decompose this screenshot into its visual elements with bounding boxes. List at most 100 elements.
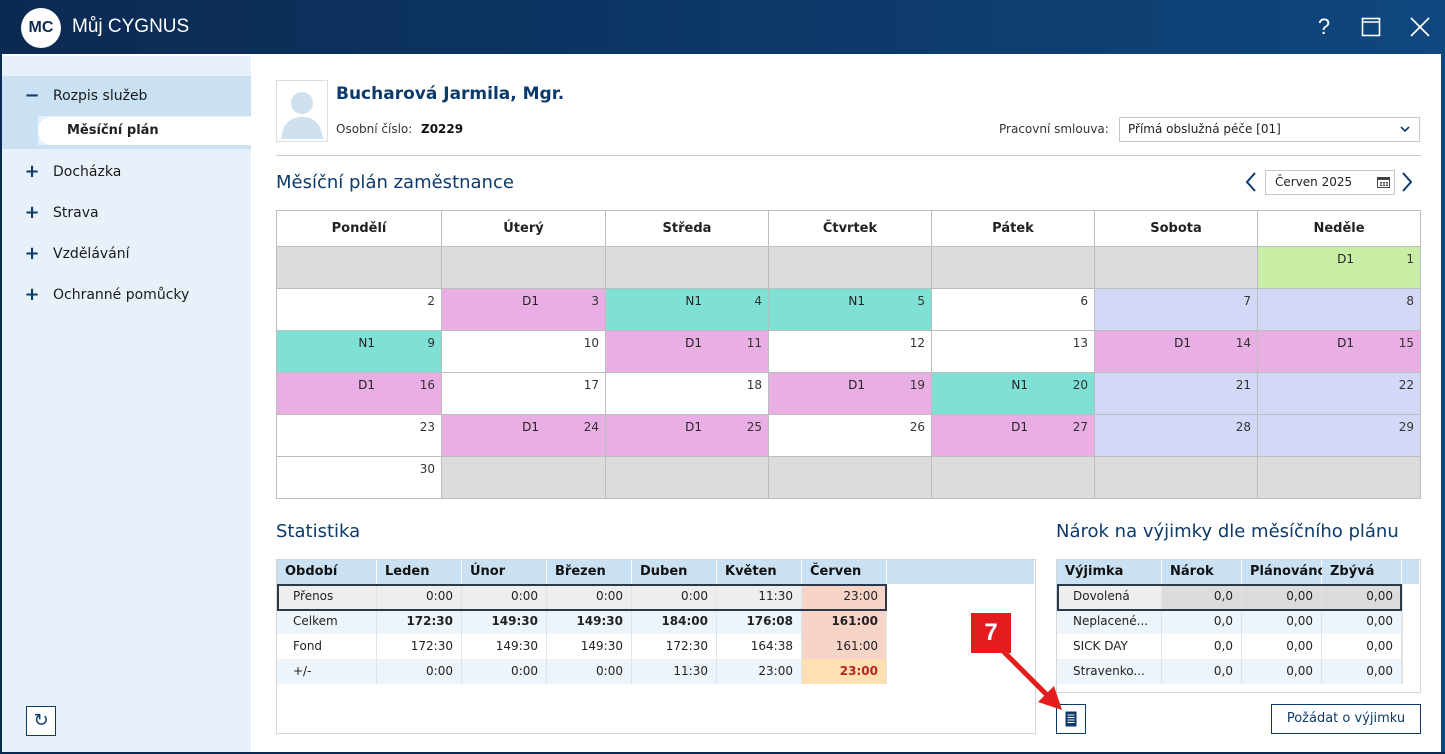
calendar-day-cell[interactable]: 13 — [932, 331, 1095, 373]
exception-cell[interactable]: 0,00 — [1242, 634, 1322, 659]
exception-cell[interactable]: 0,00 — [1242, 659, 1322, 684]
stat-cell[interactable]: 0:00 — [632, 584, 717, 609]
sidebar-subitem-mesicni-plan[interactable]: Měsíční plán — [38, 117, 251, 145]
exception-column-header[interactable]: Výjimka — [1057, 560, 1162, 584]
stat-cell[interactable]: 0:00 — [547, 659, 632, 684]
stat-cell[interactable]: 0:00 — [462, 584, 547, 609]
calendar-day-cell[interactable]: 8 — [1258, 289, 1420, 331]
exception-row-label[interactable]: Neplacené... — [1057, 609, 1162, 634]
calendar-day-cell[interactable]: D1 24 — [442, 415, 606, 457]
stat-cell[interactable]: 172:30 — [377, 609, 462, 634]
stat-cell[interactable]: 149:30 — [547, 634, 632, 659]
exception-cell[interactable]: 0,00 — [1322, 659, 1402, 684]
exception-cell[interactable]: 0,00 — [1242, 584, 1322, 609]
stat-column-header[interactable]: Březen — [547, 560, 632, 584]
stat-cell[interactable]: 23:00 — [802, 659, 887, 684]
stat-row-label[interactable]: Přenos — [277, 584, 377, 609]
exception-column-header[interactable]: Zbývá — [1322, 560, 1402, 584]
calendar-day-cell[interactable]: 12 — [769, 331, 932, 373]
stat-row-label[interactable]: +/- — [277, 659, 377, 684]
exception-cell[interactable]: 0,0 — [1162, 634, 1242, 659]
calendar-day-cell[interactable]: D1 14 — [1095, 331, 1258, 373]
request-exception-button[interactable]: Požádat o výjimku — [1271, 704, 1421, 734]
exception-column-header[interactable]: Plánováno — [1242, 560, 1326, 584]
calendar-day-cell[interactable]: N1 5 — [769, 289, 932, 331]
stat-column-header[interactable]: Červen — [802, 560, 887, 584]
stat-cell[interactable]: 0:00 — [377, 584, 462, 609]
stat-cell[interactable]: 23:00 — [802, 584, 887, 609]
exception-cell[interactable]: 0,0 — [1162, 659, 1242, 684]
contract-select[interactable]: Přímá obslužná péče [01] — [1119, 117, 1420, 142]
stat-cell[interactable]: 172:30 — [632, 634, 717, 659]
calendar-day-cell[interactable]: 2 — [277, 289, 442, 331]
calendar-day-cell[interactable]: D1 1 — [1258, 247, 1420, 289]
stat-column-header[interactable]: Únor — [462, 560, 547, 584]
prev-month-button[interactable] — [1243, 170, 1259, 194]
stat-row-label[interactable]: Fond — [277, 634, 377, 659]
stat-column-header[interactable]: Květen — [717, 560, 802, 584]
calendar-day-cell[interactable]: N1 4 — [606, 289, 769, 331]
month-picker[interactable]: Červen 2025 — [1265, 170, 1395, 195]
exception-cell[interactable]: 0,0 — [1162, 609, 1242, 634]
calendar-day-cell[interactable]: 23 — [277, 415, 442, 457]
exception-cell[interactable]: 0,00 — [1322, 584, 1402, 609]
maximize-button[interactable] — [1356, 12, 1386, 42]
exception-row-label[interactable]: SICK DAY — [1057, 634, 1162, 659]
stat-cell[interactable]: 161:00 — [802, 609, 887, 634]
exception-cell[interactable]: 0,00 — [1322, 609, 1402, 634]
stat-cell[interactable]: 161:00 — [802, 634, 887, 659]
calendar-day-cell[interactable]: D1 16 — [277, 373, 442, 415]
calendar-day-cell[interactable]: 21 — [1095, 373, 1258, 415]
calendar-day-cell[interactable]: D1 25 — [606, 415, 769, 457]
help-button[interactable]: ? — [1317, 14, 1331, 39]
sidebar-item-vzdelavani[interactable]: + Vzdělávání — [2, 234, 251, 274]
calendar-day-cell[interactable]: D1 19 — [769, 373, 932, 415]
sidebar-item-dochazka[interactable]: + Docházka — [2, 152, 251, 192]
refresh-button[interactable]: ↻ — [26, 706, 56, 736]
stat-cell[interactable]: 176:08 — [717, 609, 802, 634]
stat-cell[interactable]: 172:30 — [377, 634, 462, 659]
calendar-day-cell[interactable]: 26 — [769, 415, 932, 457]
stat-column-header[interactable]: Duben — [632, 560, 717, 584]
sidebar-item-strava[interactable]: + Strava — [2, 193, 251, 233]
stat-cell[interactable]: 149:30 — [547, 609, 632, 634]
calendar-day-cell[interactable]: 6 — [932, 289, 1095, 331]
calendar-day-cell[interactable]: 17 — [442, 373, 606, 415]
sidebar-item-rozpis-sluzeb[interactable]: − Rozpis služeb — [2, 76, 251, 116]
calendar-day-cell[interactable]: D1 15 — [1258, 331, 1420, 373]
exception-column-header[interactable]: Nárok — [1162, 560, 1242, 584]
calendar-day-cell[interactable]: 29 — [1258, 415, 1420, 457]
stat-cell[interactable]: 11:30 — [632, 659, 717, 684]
stat-cell[interactable]: 149:30 — [462, 609, 547, 634]
stat-column-header[interactable]: Období — [277, 560, 377, 584]
calendar-day-cell[interactable]: 7 — [1095, 289, 1258, 331]
stat-cell[interactable]: 0:00 — [377, 659, 462, 684]
calendar-day-cell[interactable]: N1 9 — [277, 331, 442, 373]
sidebar-item-ochranne-pomucky[interactable]: + Ochranné pomůcky — [2, 275, 251, 315]
calendar-day-cell[interactable]: D1 11 — [606, 331, 769, 373]
next-month-button[interactable] — [1399, 170, 1415, 194]
stat-cell[interactable]: 11:30 — [717, 584, 802, 609]
document-button[interactable] — [1056, 704, 1086, 734]
stat-cell[interactable]: 23:00 — [717, 659, 802, 684]
stat-column-header[interactable]: Leden — [377, 560, 462, 584]
exception-cell[interactable]: 0,0 — [1162, 584, 1242, 609]
calendar-day-cell[interactable]: N1 20 — [932, 373, 1095, 415]
stat-row-label[interactable]: Celkem — [277, 609, 377, 634]
calendar-day-cell[interactable]: 28 — [1095, 415, 1258, 457]
calendar-day-cell[interactable]: D1 3 — [442, 289, 606, 331]
stat-cell[interactable]: 0:00 — [462, 659, 547, 684]
close-button[interactable] — [1405, 12, 1435, 42]
stat-cell[interactable]: 184:00 — [632, 609, 717, 634]
stat-cell[interactable]: 164:38 — [717, 634, 802, 659]
calendar-day-cell[interactable]: D1 27 — [932, 415, 1095, 457]
stat-cell[interactable]: 0:00 — [547, 584, 632, 609]
exception-cell[interactable]: 0,00 — [1242, 609, 1322, 634]
exceptions-scrollbar[interactable] — [1402, 584, 1420, 684]
stat-cell[interactable]: 149:30 — [462, 634, 547, 659]
exception-cell[interactable]: 0,00 — [1322, 634, 1402, 659]
exception-row-label[interactable]: Dovolená — [1057, 584, 1162, 609]
calendar-day-cell[interactable]: 22 — [1258, 373, 1420, 415]
calendar-day-cell[interactable]: 18 — [606, 373, 769, 415]
exception-row-label[interactable]: Stravenko... — [1057, 659, 1162, 684]
